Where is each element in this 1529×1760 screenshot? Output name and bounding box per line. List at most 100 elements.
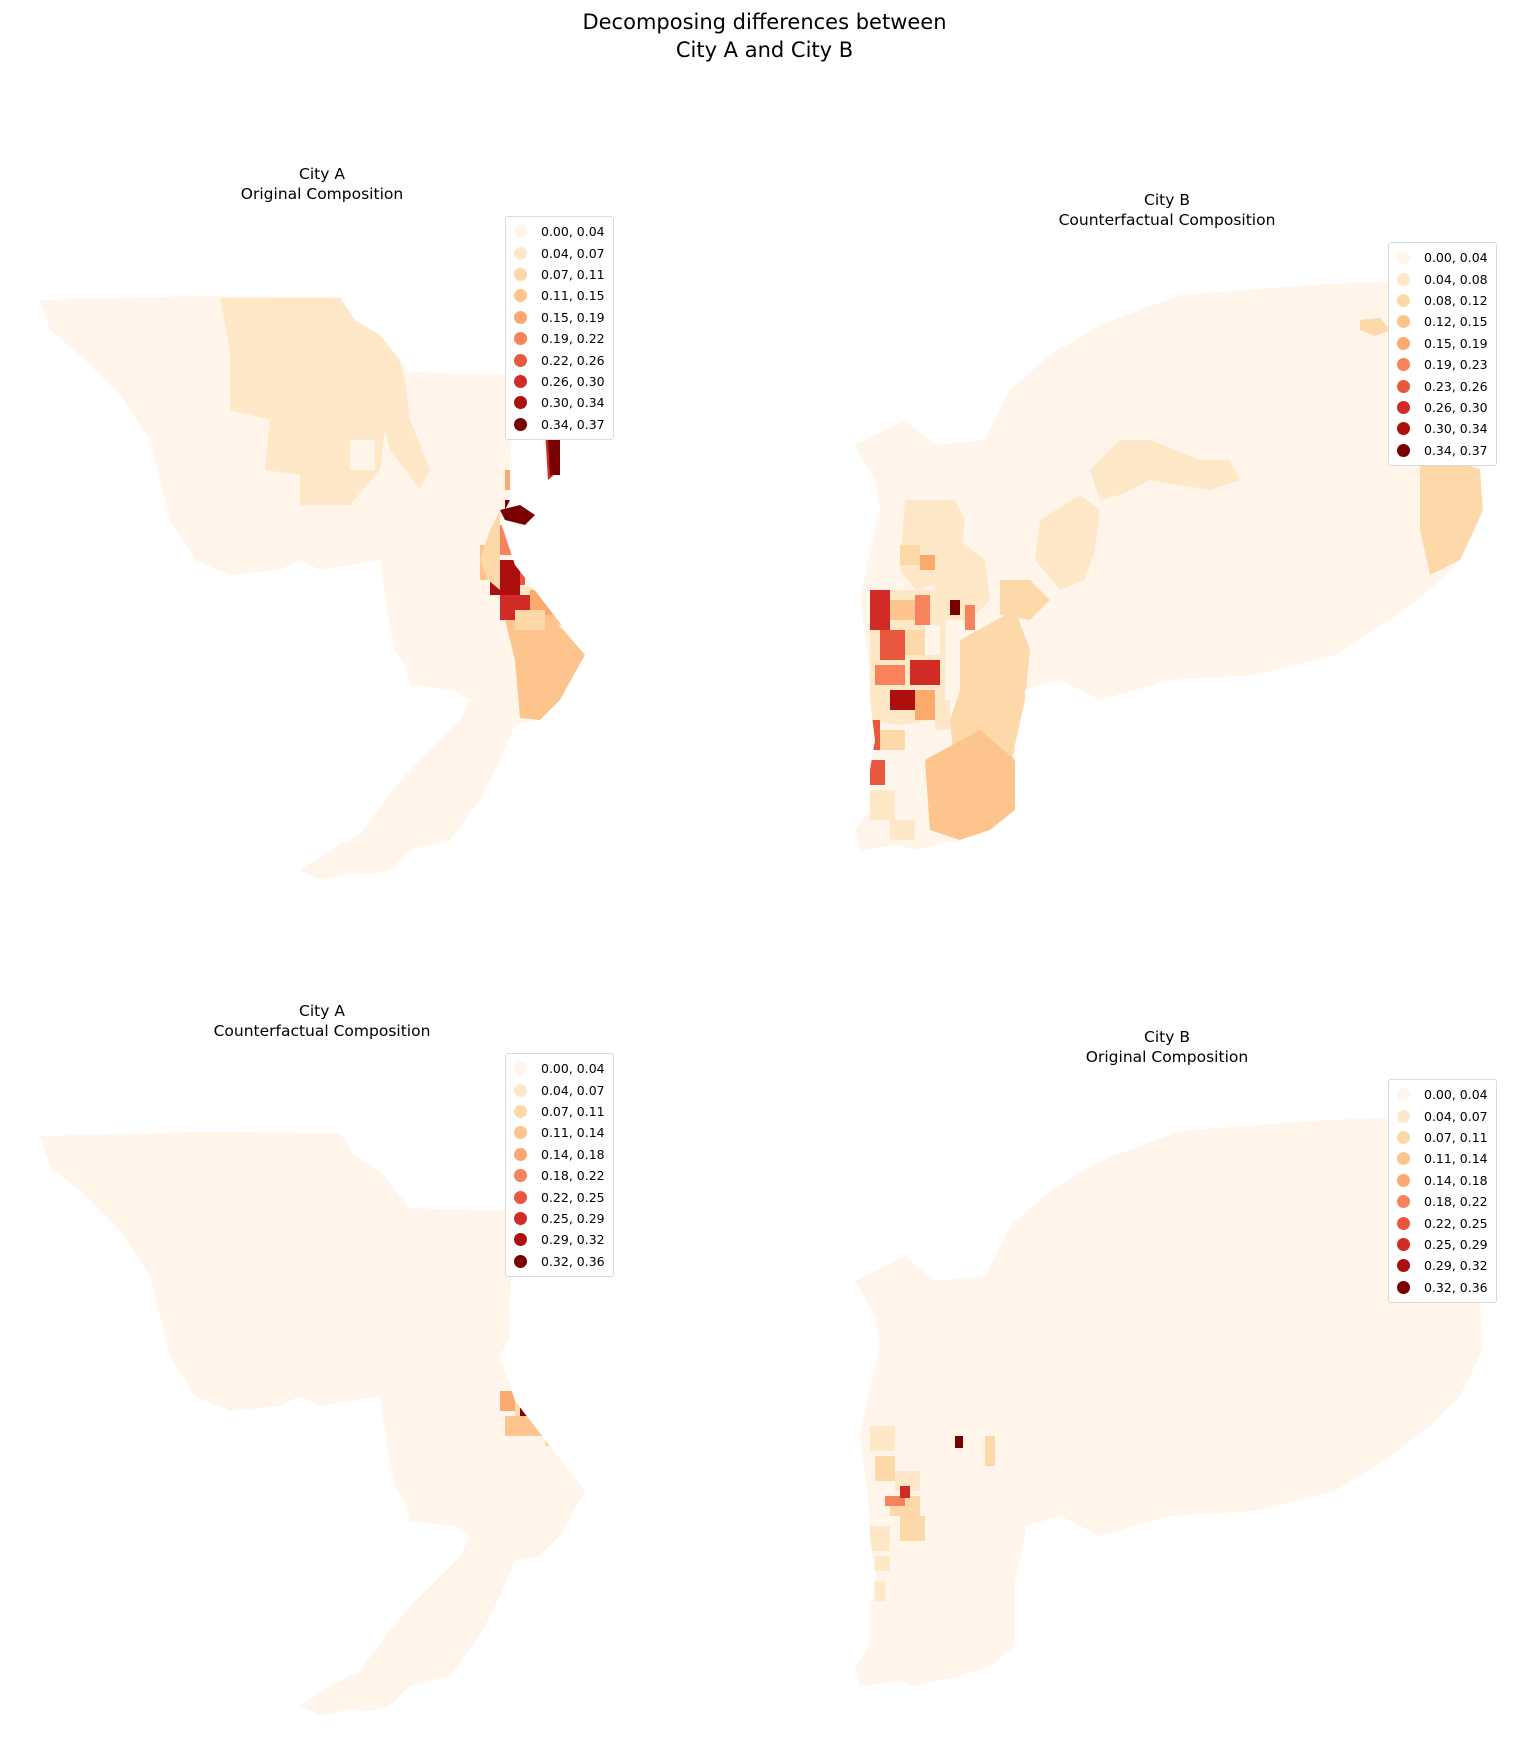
legend-entry: 0.00, 0.04	[514, 221, 605, 242]
panel-title-line1: City B	[1144, 1028, 1190, 1046]
legend-marker	[1397, 1237, 1410, 1251]
legend-label: 0.22, 0.25	[541, 1189, 605, 1205]
legend-entry: 0.23, 0.26	[1397, 375, 1488, 396]
legend-label: 0.32, 0.36	[541, 1253, 605, 1269]
legend-entry: 0.07, 0.11	[514, 264, 605, 285]
legend-entry: 0.04, 0.07	[514, 1079, 605, 1100]
legend-a-original: 0.00, 0.04 0.04, 0.07 0.07, 0.11 0.11, 0.15…	[505, 216, 614, 440]
map-city-b-counterfactual	[855, 280, 1483, 850]
panel-title-b-original: City B Original Composition	[1017, 1027, 1317, 1067]
legend-entry: 0.11, 0.14	[514, 1122, 605, 1143]
panel-title-b-counterfactual: City B Counterfactual Composition	[1017, 190, 1317, 230]
legend-a-counterfactual: 0.00, 0.04 0.04, 0.07 0.07, 0.11 0.11, 0.14…	[505, 1053, 614, 1277]
legend-label: 0.18, 0.22	[541, 1168, 605, 1184]
legend-marker	[514, 1147, 527, 1161]
legend-marker	[514, 417, 527, 431]
legend-marker	[1397, 1280, 1410, 1294]
legend-label: 0.25, 0.29	[541, 1210, 605, 1226]
legend-label: 0.26, 0.30	[541, 373, 605, 389]
legend-marker	[514, 332, 527, 346]
legend-entry: 0.29, 0.32	[1397, 1255, 1488, 1276]
legend-marker	[514, 1169, 527, 1183]
legend-entry: 0.19, 0.22	[514, 328, 605, 349]
legend-entry: 0.04, 0.07	[514, 242, 605, 263]
legend-marker	[514, 1126, 527, 1140]
legend-label: 0.00, 0.04	[541, 1061, 605, 1077]
legend-marker	[514, 246, 527, 260]
panel-title-line2: Counterfactual Composition	[1058, 211, 1276, 229]
legend-marker	[1397, 1216, 1410, 1230]
figure-title-line1: Decomposing differences between	[582, 10, 947, 34]
legend-entry: 0.11, 0.15	[514, 285, 605, 306]
legend-marker	[1397, 1152, 1410, 1166]
legend-entry: 0.04, 0.07	[1397, 1105, 1488, 1126]
legend-label: 0.29, 0.32	[1424, 1258, 1488, 1274]
figure-title: Decomposing differences between City A a…	[0, 8, 1529, 64]
legend-label: 0.11, 0.15	[541, 288, 605, 304]
legend-marker	[1397, 422, 1410, 436]
legend-marker	[1397, 293, 1410, 307]
legend-label: 0.22, 0.25	[1424, 1215, 1488, 1231]
legend-marker	[1397, 379, 1410, 393]
panel-title-line1: City A	[299, 165, 345, 183]
legend-marker	[514, 310, 527, 324]
legend-label: 0.04, 0.07	[541, 245, 605, 261]
legend-label: 0.04, 0.07	[1424, 1108, 1488, 1124]
legend-marker	[1397, 1130, 1410, 1144]
map-city-a-counterfactual	[40, 1132, 585, 1716]
legend-entry: 0.15, 0.19	[514, 307, 605, 328]
legend-label: 0.30, 0.34	[1424, 421, 1488, 437]
legend-label: 0.00, 0.04	[1424, 1087, 1488, 1103]
legend-marker	[514, 1211, 527, 1225]
legend-entry: 0.22, 0.25	[1397, 1212, 1488, 1233]
panel-title-a-counterfactual: City A Counterfactual Composition	[172, 1001, 472, 1041]
legend-marker	[1397, 1088, 1410, 1102]
legend-entry: 0.07, 0.11	[514, 1101, 605, 1122]
legend-entry: 0.00, 0.04	[1397, 1084, 1488, 1105]
legend-marker	[1397, 400, 1410, 414]
legend-entry: 0.18, 0.22	[1397, 1191, 1488, 1212]
legend-label: 0.34, 0.37	[541, 416, 605, 432]
panel-title-a-original: City A Original Composition	[172, 164, 472, 204]
legend-marker	[514, 1104, 527, 1118]
legend-marker	[1397, 315, 1410, 329]
legend-entry: 0.34, 0.37	[1397, 440, 1488, 461]
legend-label: 0.07, 0.11	[1424, 1129, 1488, 1145]
legend-entry: 0.07, 0.11	[1397, 1127, 1488, 1148]
legend-label: 0.14, 0.18	[1424, 1172, 1488, 1188]
legend-label: 0.18, 0.22	[1424, 1194, 1488, 1210]
legend-marker	[514, 353, 527, 367]
legend-label: 0.34, 0.37	[1424, 442, 1488, 458]
legend-label: 0.08, 0.12	[1424, 292, 1488, 308]
legend-marker	[1397, 1195, 1410, 1209]
legend-entry: 0.32, 0.36	[1397, 1277, 1488, 1298]
legend-marker	[1397, 1109, 1410, 1123]
legend-label: 0.19, 0.23	[1424, 357, 1488, 373]
legend-entry: 0.22, 0.26	[514, 349, 605, 370]
legend-label: 0.29, 0.32	[541, 1232, 605, 1248]
legend-label: 0.22, 0.26	[541, 352, 605, 368]
panel-title-line1: City B	[1144, 191, 1190, 209]
legend-entry: 0.14, 0.18	[514, 1144, 605, 1165]
panel-title-line2: Counterfactual Composition	[213, 1022, 431, 1040]
legend-marker	[1397, 251, 1410, 265]
legend-marker	[1397, 358, 1410, 372]
legend-label: 0.19, 0.22	[541, 331, 605, 347]
legend-marker	[1397, 336, 1410, 350]
legend-label: 0.00, 0.04	[1424, 250, 1488, 266]
legend-entry: 0.34, 0.37	[514, 414, 605, 435]
legend-label: 0.26, 0.30	[1424, 399, 1488, 415]
legend-entry: 0.19, 0.23	[1397, 354, 1488, 375]
legend-label: 0.30, 0.34	[541, 395, 605, 411]
legend-entry: 0.22, 0.25	[514, 1186, 605, 1207]
legend-marker	[1397, 272, 1410, 286]
legend-label: 0.15, 0.19	[541, 309, 605, 325]
legend-label: 0.14, 0.18	[541, 1146, 605, 1162]
legend-label: 0.07, 0.11	[541, 266, 605, 282]
legend-entry: 0.25, 0.29	[514, 1208, 605, 1229]
legend-label: 0.11, 0.14	[541, 1125, 605, 1141]
legend-entry: 0.14, 0.18	[1397, 1170, 1488, 1191]
legend-marker	[514, 267, 527, 281]
legend-entry: 0.32, 0.36	[514, 1251, 605, 1272]
